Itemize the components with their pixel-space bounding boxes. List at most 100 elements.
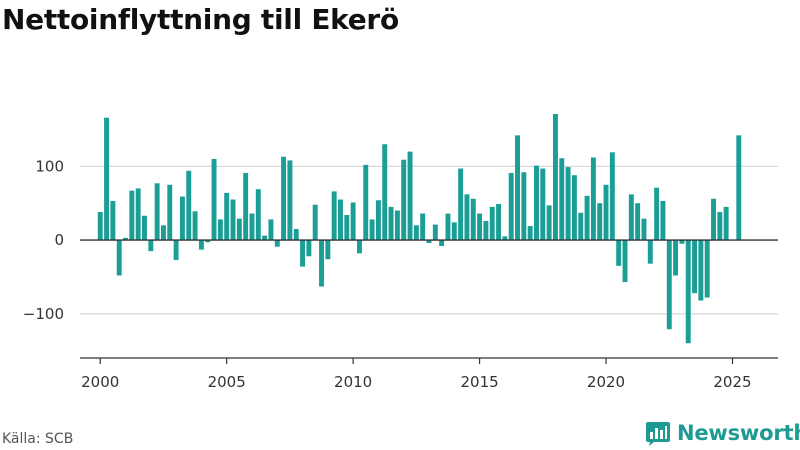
bar bbox=[104, 117, 110, 241]
bar bbox=[319, 240, 324, 287]
bar bbox=[552, 114, 558, 241]
bar bbox=[255, 189, 261, 241]
bar bbox=[647, 240, 653, 264]
bar bbox=[129, 190, 135, 241]
bar bbox=[635, 203, 641, 241]
y-tick-label: −100 bbox=[23, 305, 64, 323]
bar bbox=[654, 187, 660, 241]
y-tick-label: 0 bbox=[54, 231, 64, 249]
bar bbox=[420, 213, 426, 241]
bar bbox=[192, 211, 198, 241]
bar bbox=[508, 172, 514, 241]
bar bbox=[571, 175, 577, 241]
bar bbox=[211, 158, 217, 241]
bar bbox=[628, 194, 634, 241]
bar bbox=[692, 240, 698, 294]
bar bbox=[622, 240, 628, 283]
bar bbox=[154, 183, 160, 241]
grid-lines bbox=[80, 165, 778, 315]
bar bbox=[116, 240, 122, 276]
bar bbox=[287, 160, 293, 241]
chart-title: Nettoinflyttning till Ekerö bbox=[2, 3, 399, 36]
bar bbox=[704, 240, 710, 298]
x-tick-label: 2010 bbox=[334, 373, 372, 391]
bar bbox=[369, 219, 375, 241]
x-tick-label: 2005 bbox=[208, 373, 246, 391]
bar bbox=[344, 214, 350, 241]
bar bbox=[230, 199, 236, 241]
axes: −100 0 100 2000 2005 2010 2015 2020 2025 bbox=[23, 157, 778, 391]
bar bbox=[546, 205, 552, 241]
bar bbox=[559, 158, 565, 241]
bar bbox=[224, 192, 230, 241]
bar bbox=[281, 156, 287, 241]
bar bbox=[300, 240, 306, 267]
bar bbox=[148, 240, 154, 252]
bar bbox=[394, 210, 400, 241]
bar bbox=[375, 200, 381, 241]
x-tick-label: 2025 bbox=[713, 373, 751, 391]
bar bbox=[173, 240, 179, 260]
x-tick-label: 2020 bbox=[587, 373, 625, 391]
bar bbox=[641, 218, 647, 241]
bar bbox=[590, 157, 596, 241]
bar bbox=[470, 198, 476, 241]
bar bbox=[274, 240, 280, 247]
bar bbox=[142, 215, 147, 241]
bar bbox=[666, 240, 672, 330]
bar bbox=[540, 168, 546, 241]
bar bbox=[597, 203, 603, 241]
bar bbox=[160, 225, 166, 241]
bar bbox=[717, 212, 723, 241]
bar bbox=[401, 159, 407, 241]
bar bbox=[477, 213, 483, 241]
bar bbox=[451, 222, 457, 241]
bar bbox=[388, 206, 394, 241]
bar bbox=[350, 202, 356, 241]
bar bbox=[445, 213, 451, 241]
bar bbox=[616, 240, 622, 266]
brand-logo: Newsworthy bbox=[645, 420, 800, 446]
bar bbox=[179, 196, 185, 241]
bar bbox=[407, 151, 413, 241]
y-tick-label: 100 bbox=[35, 157, 64, 175]
brand-name: Newsworthy bbox=[677, 421, 800, 445]
source-note: Källa: SCB bbox=[2, 431, 74, 447]
bar bbox=[249, 213, 255, 241]
bar bbox=[439, 240, 445, 246]
bar bbox=[110, 200, 116, 241]
chart-bubble-icon bbox=[646, 422, 670, 446]
bar bbox=[609, 152, 615, 241]
bar bbox=[685, 240, 691, 344]
bar bbox=[123, 237, 128, 241]
bar bbox=[198, 240, 204, 250]
bar bbox=[262, 235, 268, 241]
bar bbox=[521, 172, 527, 241]
bar bbox=[464, 194, 470, 241]
bar bbox=[186, 170, 192, 241]
bar bbox=[502, 236, 508, 241]
bar bbox=[673, 240, 679, 276]
bar bbox=[603, 184, 609, 241]
bar bbox=[711, 198, 716, 241]
bar bbox=[432, 224, 438, 241]
bar bbox=[338, 199, 343, 241]
bar bbox=[578, 212, 584, 241]
bar bbox=[565, 167, 571, 241]
bar bbox=[363, 164, 369, 241]
bar bbox=[268, 219, 274, 241]
bar bbox=[679, 240, 685, 244]
bar bbox=[236, 218, 242, 241]
bar bbox=[527, 226, 533, 241]
bar bbox=[356, 240, 362, 254]
bar bbox=[584, 195, 590, 241]
bar bbox=[458, 168, 464, 241]
bar bbox=[331, 191, 337, 241]
bar bbox=[426, 240, 432, 244]
bar bbox=[205, 240, 211, 243]
bar bbox=[496, 203, 502, 241]
bar bbox=[736, 135, 742, 241]
bar bbox=[534, 165, 539, 241]
bar bbox=[483, 220, 489, 241]
